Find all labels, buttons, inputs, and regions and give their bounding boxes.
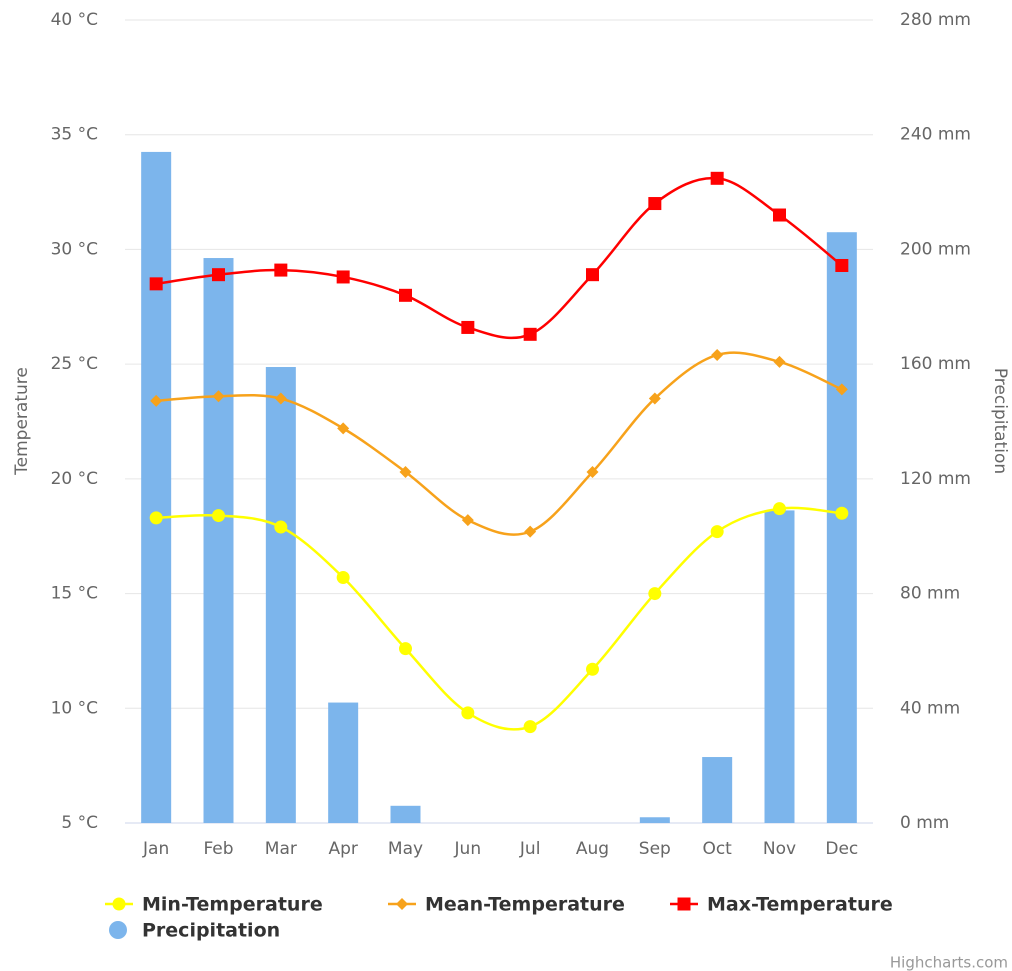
marker	[461, 706, 475, 720]
marker	[212, 268, 225, 282]
marker	[773, 208, 786, 222]
y-tick-label: 5 °C	[61, 813, 98, 833]
x-tick-label: May	[388, 839, 423, 859]
y-tick-label: 10 °C	[51, 698, 98, 718]
y2-tick-label: 160 mm	[900, 354, 971, 374]
y2-tick-label: 200 mm	[900, 239, 971, 259]
marker	[835, 383, 848, 396]
marker	[710, 171, 724, 185]
bar	[764, 510, 795, 823]
line	[156, 506, 842, 731]
legend-label: Mean-Temperature	[425, 894, 625, 916]
y-tick-label: 25 °C	[51, 354, 98, 374]
x-tick-label: Oct	[702, 839, 732, 859]
credits: Highcharts.com	[890, 954, 1008, 971]
legend-symbol	[109, 921, 127, 939]
marker	[523, 327, 537, 341]
marker	[648, 587, 662, 601]
bar	[203, 258, 234, 824]
marker	[586, 268, 599, 282]
marker	[461, 514, 474, 527]
marker	[399, 288, 412, 302]
y-tick-label: 15 °C	[51, 584, 98, 604]
y2-axis-title: Precipitation	[990, 368, 1010, 474]
marker	[523, 720, 537, 734]
marker	[835, 506, 849, 520]
marker	[336, 270, 350, 284]
y2-tick-label: 120 mm	[900, 469, 971, 489]
marker	[524, 525, 537, 538]
legend-label: Precipitation	[142, 920, 280, 942]
bar	[141, 151, 172, 823]
y-axis-title: Temperature	[12, 367, 32, 476]
legend-symbol	[677, 897, 691, 911]
legend-label: Max-Temperature	[707, 894, 893, 916]
marker	[835, 258, 849, 272]
marker	[399, 465, 412, 478]
marker	[212, 509, 225, 523]
x-tick-label: Dec	[825, 839, 858, 859]
bar	[702, 757, 733, 823]
marker	[149, 277, 163, 291]
legend-symbol	[396, 898, 408, 910]
bar	[826, 232, 857, 823]
x-tick-label: Feb	[203, 839, 233, 859]
y-tick-label: 35 °C	[51, 125, 98, 145]
marker	[149, 511, 163, 525]
marker	[648, 392, 661, 405]
y2-tick-label: 240 mm	[900, 125, 971, 145]
marker	[336, 571, 350, 585]
marker	[212, 390, 225, 403]
marker	[773, 355, 786, 368]
x-tick-label: Aug	[576, 839, 609, 859]
x-tick-label: Jan	[142, 839, 169, 859]
marker	[150, 394, 163, 407]
bar	[390, 805, 421, 823]
line	[155, 176, 843, 340]
y2-tick-label: 80 mm	[900, 584, 960, 604]
y-tick-label: 30 °C	[51, 239, 98, 259]
bar	[328, 702, 359, 823]
marker	[586, 465, 599, 478]
y-tick-label: 20 °C	[51, 469, 98, 489]
x-tick-label: Jun	[454, 839, 482, 859]
marker	[711, 348, 724, 361]
marker	[586, 662, 599, 676]
y2-tick-label: 0 mm	[900, 813, 949, 833]
marker	[337, 422, 350, 435]
y-tick-label: 40 °C	[51, 10, 98, 30]
bar	[265, 367, 296, 823]
y2-tick-label: 280 mm	[900, 10, 971, 30]
marker	[773, 502, 786, 516]
marker	[710, 525, 724, 539]
marker	[399, 642, 412, 656]
x-tick-label: Jul	[519, 839, 541, 859]
marker	[274, 392, 287, 405]
x-tick-label: Sep	[639, 839, 671, 859]
y2-tick-label: 40 mm	[900, 698, 960, 718]
legend-label: Min-Temperature	[142, 894, 323, 916]
x-tick-label: Apr	[328, 839, 357, 859]
x-tick-label: Nov	[763, 839, 796, 859]
marker	[274, 520, 288, 534]
line	[156, 351, 843, 536]
marker	[461, 320, 475, 334]
legend-symbol	[112, 897, 126, 911]
x-tick-label: Mar	[265, 839, 297, 859]
marker	[648, 197, 662, 211]
bar	[639, 817, 670, 823]
marker	[274, 263, 288, 277]
